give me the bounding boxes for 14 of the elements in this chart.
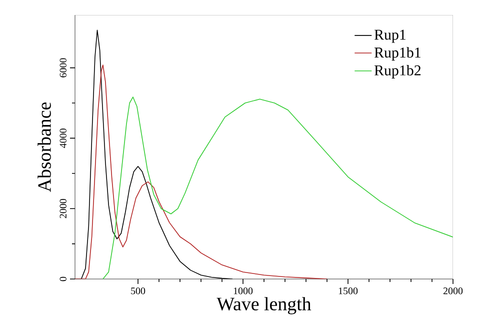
y-axis-title: Absorbance	[38, 102, 51, 192]
y-tick-label: 6000	[60, 58, 66, 78]
x-tick-label: 2000	[443, 288, 463, 294]
legend-label: Rup1	[374, 30, 406, 43]
y-tick-label: 2000	[60, 199, 66, 218]
x-axis-title: Wave length	[216, 297, 312, 314]
line-series	[75, 64, 328, 279]
y-tick-label: 4000	[60, 128, 66, 148]
x-tick-label: 1000	[234, 288, 253, 294]
x-tick-label: 1500	[338, 288, 358, 294]
y-tick-label: 0	[60, 276, 66, 282]
x-tick-label: 500	[131, 288, 146, 294]
legend-label: Rup1b1	[374, 47, 420, 61]
legend-label: Rup1b2	[374, 64, 421, 78]
